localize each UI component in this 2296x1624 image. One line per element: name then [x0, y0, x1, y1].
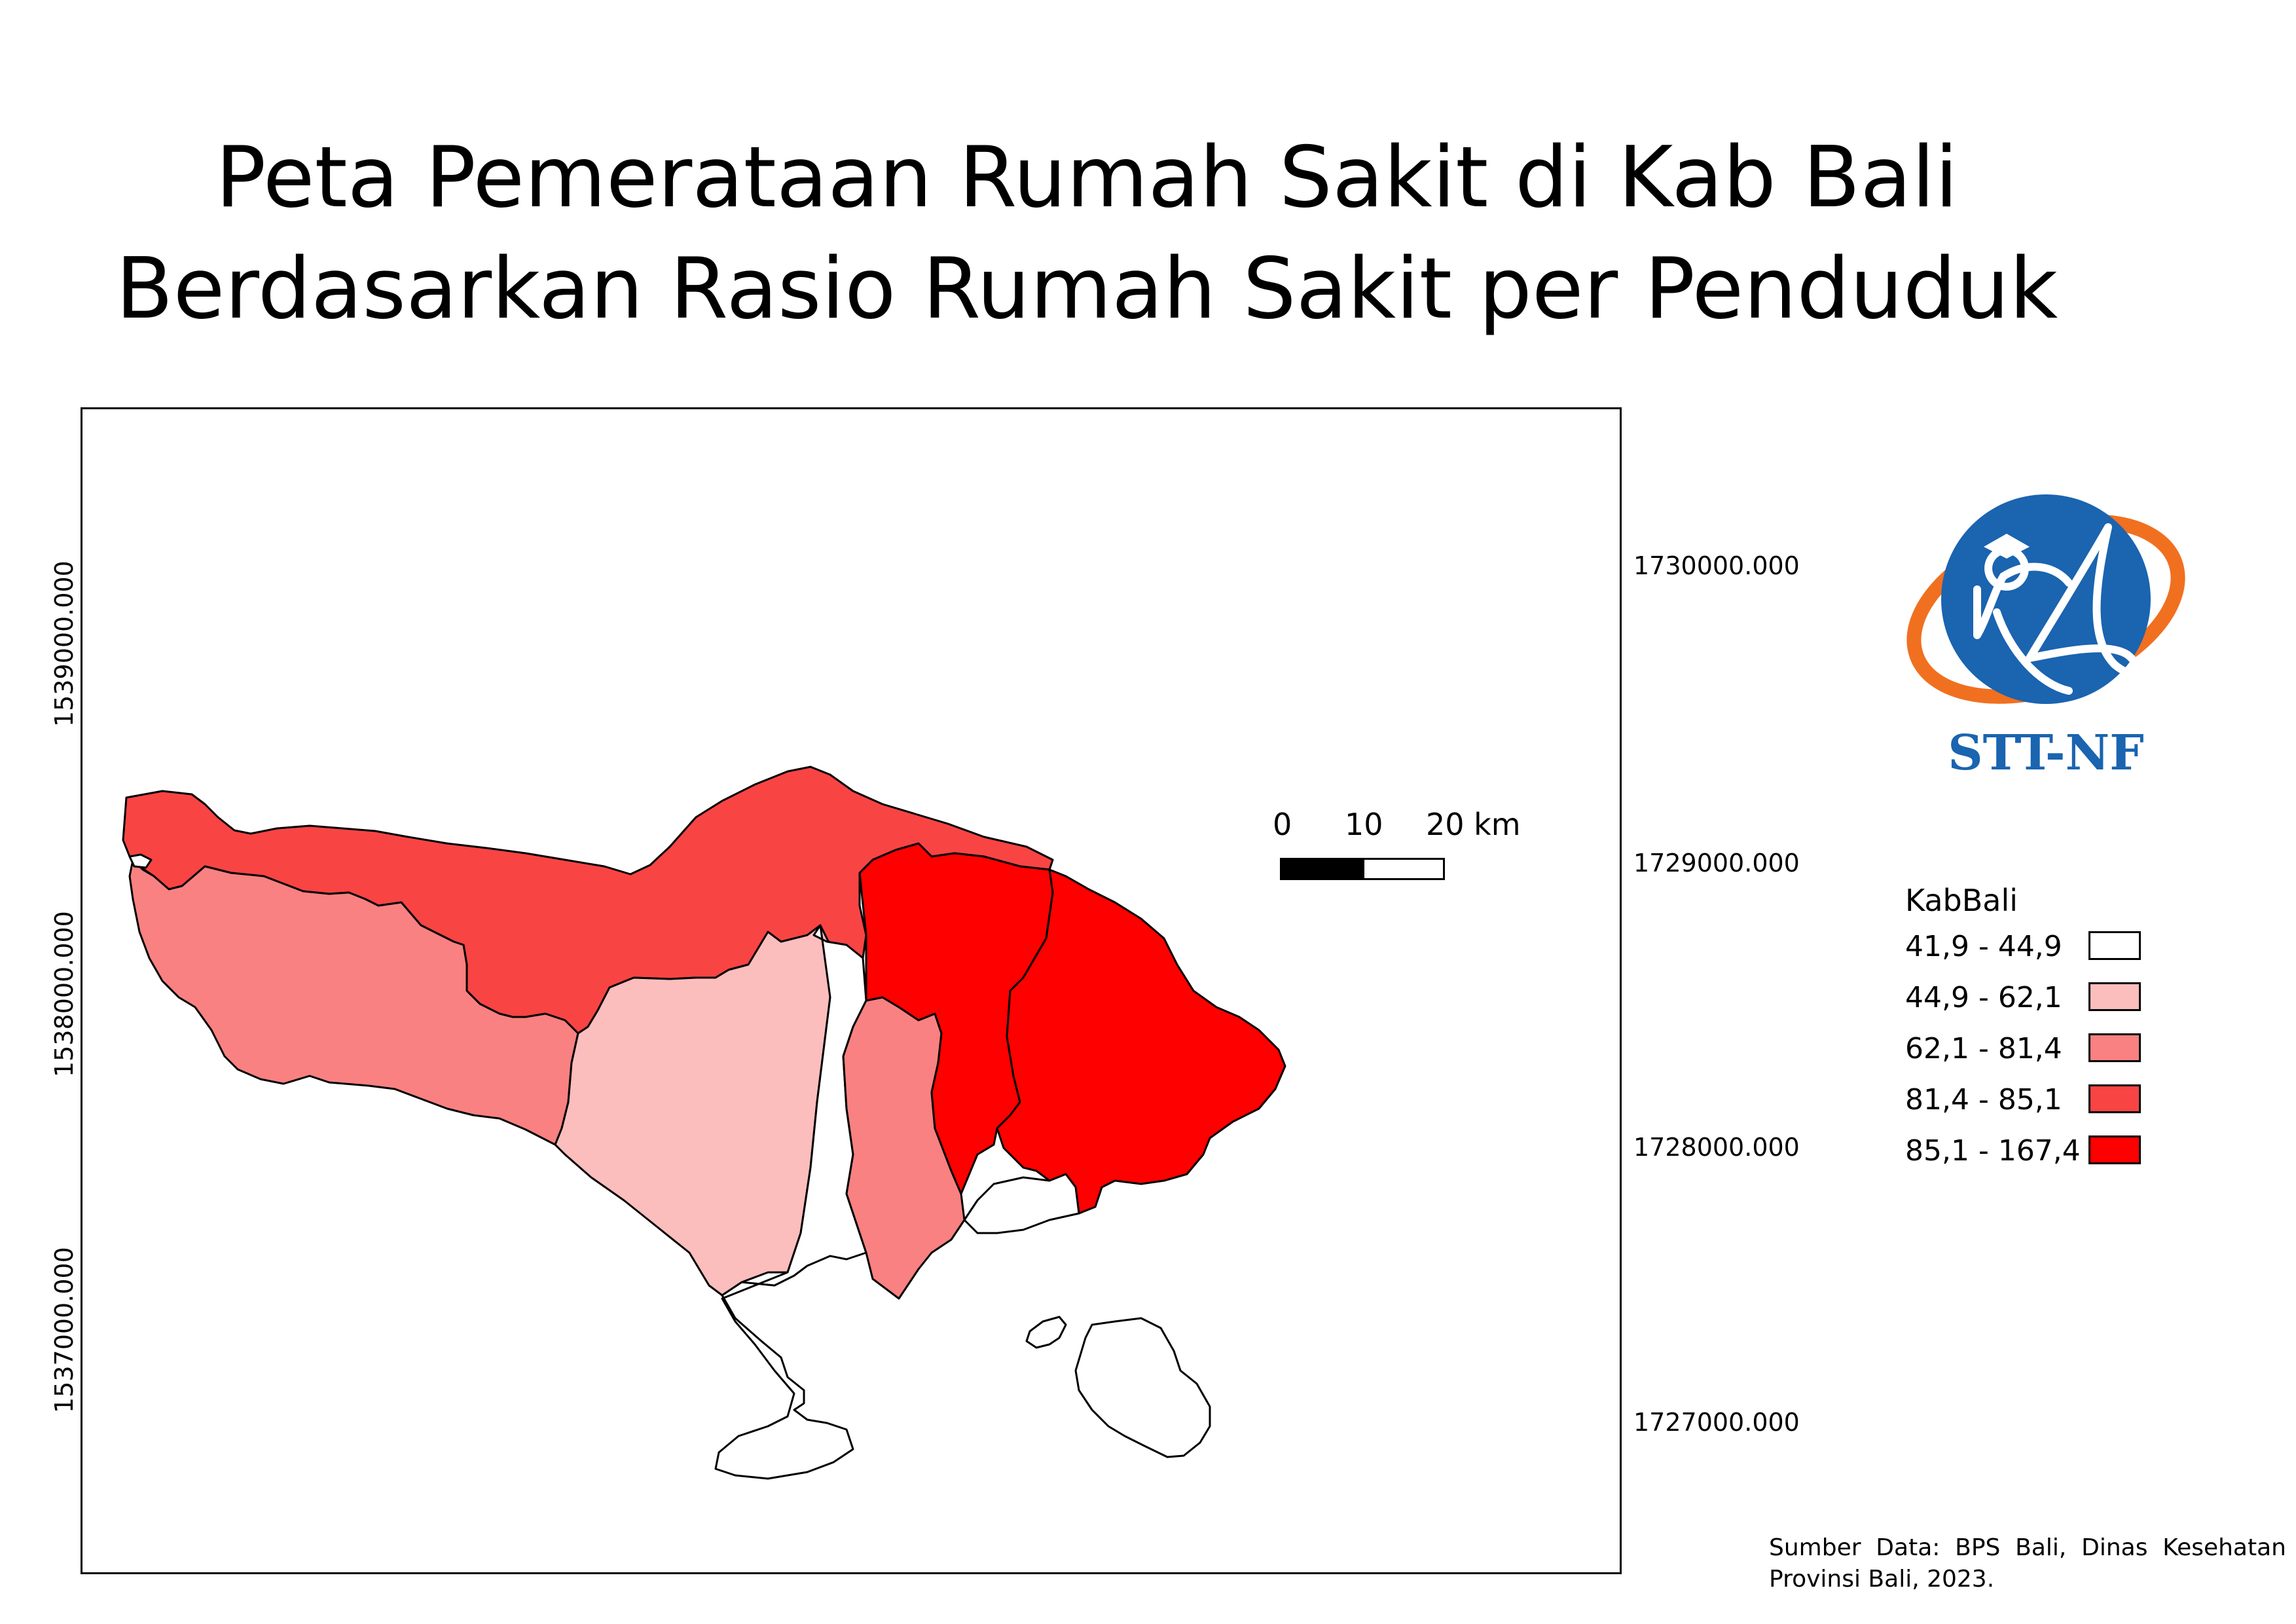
legend-swatch [2088, 982, 2141, 1011]
island-menjangan[interactable] [128, 853, 153, 869]
legend-item: 85,1 - 167,4 [1905, 1134, 2154, 1171]
legend-item-label: 44,9 - 62,1 [1905, 981, 2062, 1014]
x-coordinate-label: 1730000.000 [1633, 551, 1800, 580]
legend-item: 41,9 - 44,9 [1905, 930, 2154, 967]
y-coordinate-label: 1539000.000 [50, 561, 79, 727]
map-frame[interactable] [81, 407, 1622, 1574]
region-klungkung[interactable] [963, 1173, 1080, 1234]
legend-item-label: 81,4 - 85,1 [1905, 1083, 2062, 1116]
map-title-line1: Peta Pemerataan Rumah Sakit di Kab Bali [215, 129, 1958, 227]
map-title-line2: Berdasarkan Rasio Rumah Sakit per Pendud… [115, 240, 2058, 338]
legend-item-label: 62,1 - 81,4 [1905, 1032, 2062, 1065]
legend-swatch [2088, 1033, 2141, 1062]
scale-bar [1280, 858, 1445, 880]
region-karangasem[interactable] [996, 868, 1286, 1215]
x-coordinate-label: 1728000.000 [1633, 1133, 1800, 1162]
legend-item: 81,4 - 85,1 [1905, 1083, 2154, 1120]
x-coordinate-label: 1727000.000 [1633, 1408, 1800, 1437]
stt-nf-logo: STT-NF [1899, 488, 2206, 789]
bali-map [122, 766, 1286, 1480]
island-nusa-lembongan[interactable] [1025, 1316, 1067, 1349]
logo-text: STT-NF [1948, 725, 2144, 781]
legend-swatch [2088, 1135, 2141, 1164]
scale-tick-20: 20 km [1426, 807, 1521, 842]
scale-tick-10: 10 [1345, 807, 1383, 842]
source-note: Sumber Data: BPS Bali, Dinas Kesehatan P… [1769, 1534, 2286, 1593]
legend-item: 44,9 - 62,1 [1905, 981, 2154, 1018]
y-coordinate-label: 1538000.000 [50, 911, 79, 1077]
legend-item-label: 41,9 - 44,9 [1905, 930, 2062, 963]
legend-swatch [2088, 1084, 2141, 1113]
island-nusa-penida[interactable] [1074, 1317, 1211, 1458]
legend-title: KabBali [1905, 883, 2018, 918]
legend-swatch [2088, 931, 2141, 960]
legend-item-label: 85,1 - 167,4 [1905, 1134, 2081, 1168]
legend-item: 62,1 - 81,4 [1905, 1032, 2154, 1069]
y-coordinate-label: 1537000.000 [50, 1247, 79, 1413]
scale-tick-0: 0 [1273, 807, 1292, 842]
x-coordinate-label: 1729000.000 [1633, 849, 1800, 877]
